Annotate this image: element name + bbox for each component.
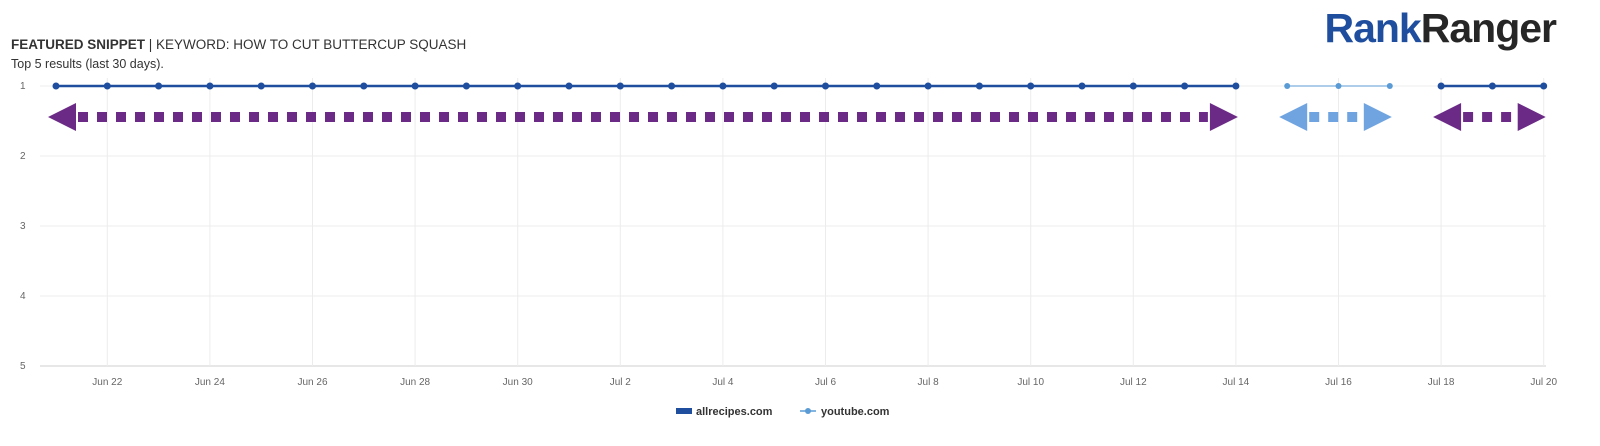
- x-tick-label: Jul 14: [1223, 377, 1250, 388]
- x-tick-label: Jul 4: [712, 377, 734, 388]
- legend-swatch: [676, 408, 692, 414]
- data-point: [1232, 82, 1240, 90]
- data-point: [565, 82, 573, 90]
- data-point: [462, 82, 470, 90]
- x-tick-label: Jun 30: [503, 377, 533, 388]
- data-point: [1335, 83, 1342, 89]
- legend-item-allrecipes: allrecipes.com: [676, 406, 773, 418]
- data-point: [155, 82, 163, 90]
- x-tick-label: Jul 6: [815, 377, 837, 388]
- data-point: [1540, 82, 1548, 90]
- data-point: [1284, 83, 1291, 89]
- x-tick-label: Jul 16: [1325, 377, 1352, 388]
- x-tick-label: Jun 26: [297, 377, 327, 388]
- series-allrecipes-com: [52, 82, 1548, 90]
- legend-item-youtube: youtube.com: [800, 406, 890, 418]
- chart-subtitle: Top 5 results (last 30 days).: [11, 57, 164, 71]
- dotted-double-arrow: [1279, 103, 1392, 131]
- rankranger-logo: RankRanger: [1324, 5, 1557, 51]
- legend[interactable]: allrecipes.com youtube.com: [676, 406, 890, 418]
- dotted-double-arrow: [48, 103, 1238, 131]
- data-point: [103, 82, 111, 90]
- x-tick-label: Jul 20: [1530, 377, 1557, 388]
- y-tick-label: 3: [20, 221, 26, 232]
- logo-part-ranger: Ranger: [1420, 5, 1557, 51]
- arrow-head-left: [1279, 103, 1308, 131]
- dotted-double-arrow: [1433, 103, 1546, 131]
- arrow-head-right: [1209, 103, 1238, 131]
- x-tick-label: Jul 2: [610, 377, 632, 388]
- data-point: [411, 82, 419, 90]
- grid: [40, 78, 1546, 367]
- data-point: [616, 82, 624, 90]
- data-point: [257, 82, 265, 90]
- arrow-head-right: [1517, 103, 1546, 131]
- data-point: [924, 82, 932, 90]
- data-point: [1437, 82, 1445, 90]
- chart-title-bold: FEATURED SNIPPET: [11, 37, 146, 52]
- arrow-head-right: [1363, 103, 1392, 131]
- data-point: [770, 82, 778, 90]
- legend-swatch-marker: [805, 408, 811, 414]
- annotations: [48, 103, 1546, 131]
- y-tick-label: 1: [20, 81, 26, 92]
- chart-title: FEATURED SNIPPET | KEYWORD: HOW TO CUT B…: [11, 37, 466, 52]
- data-point: [52, 82, 60, 90]
- data-point: [873, 82, 881, 90]
- arrow-head-left: [48, 103, 76, 131]
- data-point: [1181, 82, 1189, 90]
- y-tick-label: 5: [20, 361, 26, 372]
- data-point: [309, 82, 316, 90]
- y-axis: 1 2 3 4 5: [20, 81, 26, 372]
- data-point: [514, 82, 522, 90]
- chart-title-rest: | KEYWORD: HOW TO CUT BUTTERCUP SQUASH: [145, 37, 467, 52]
- x-tick-label: Jul 10: [1017, 377, 1044, 388]
- data-point: [975, 82, 983, 90]
- x-tick-label: Jun 22: [92, 377, 122, 388]
- legend-label: youtube.com: [821, 406, 890, 418]
- legend-label: allrecipes.com: [696, 406, 773, 418]
- data-point: [1129, 82, 1137, 90]
- logo-part-rank: Rank: [1324, 5, 1421, 51]
- x-tick-label: Jul 8: [918, 377, 940, 388]
- data-point: [719, 82, 727, 90]
- y-tick-label: 4: [20, 291, 26, 302]
- x-tick-label: Jun 28: [400, 377, 430, 388]
- data-point: [360, 82, 368, 90]
- data-point: [822, 82, 829, 90]
- series-youtube-com: [1284, 83, 1393, 89]
- series: [52, 82, 1548, 90]
- data-point: [1027, 82, 1035, 90]
- data-point: [206, 82, 214, 90]
- x-tick-label: Jul 18: [1428, 377, 1455, 388]
- x-tick-label: Jul 12: [1120, 377, 1147, 388]
- x-tick-label: Jun 24: [195, 377, 225, 388]
- x-axis: Jun 22 Jun 24 Jun 26 Jun 28 Jun 30 Jul 2 Jul 4…: [92, 377, 1557, 388]
- data-point: [1488, 82, 1496, 90]
- data-point: [668, 82, 676, 90]
- y-tick-label: 2: [20, 151, 26, 162]
- data-point: [1386, 83, 1393, 89]
- arrow-head-left: [1433, 103, 1462, 131]
- data-point: [1078, 82, 1086, 90]
